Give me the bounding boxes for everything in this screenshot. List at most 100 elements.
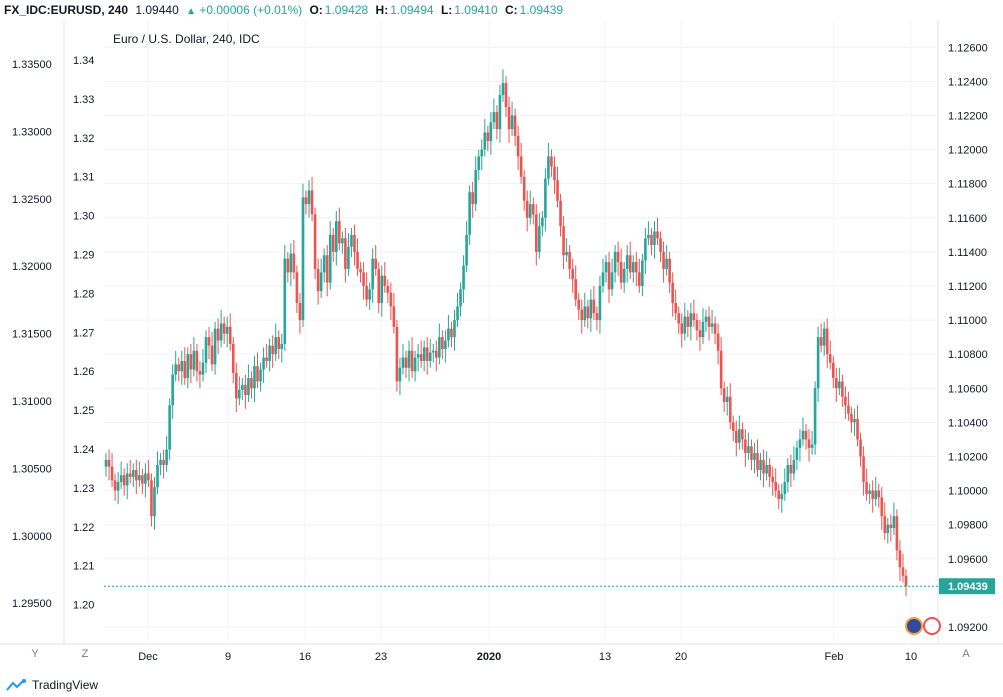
low-value: 1.09410 — [454, 3, 498, 17]
candle — [844, 386, 847, 419]
right-tick-label: 1.11000 — [948, 315, 987, 327]
inner-tick-label: 1.23 — [73, 483, 94, 495]
candle — [610, 258, 614, 297]
candle — [883, 502, 887, 540]
last-price: 1.09440 — [135, 3, 179, 17]
candle — [622, 262, 626, 293]
candle — [756, 439, 759, 477]
right-tick-label: 1.12200 — [948, 110, 988, 122]
candle — [628, 241, 632, 280]
auto-scale-button[interactable]: A — [962, 648, 970, 660]
candle — [828, 340, 832, 370]
change-value: +0.00006 (+0.01%) — [199, 3, 303, 17]
symbol-header: FX_IDC:EURUSD, 240 1.09440 ▲ +0.00006 (+… — [0, 0, 1003, 20]
candle — [510, 101, 514, 136]
candle — [298, 292, 302, 334]
candle — [635, 251, 638, 286]
candle — [162, 449, 165, 479]
candle — [247, 364, 250, 402]
candle — [741, 422, 744, 450]
currency-flag-icons[interactable] — [905, 617, 941, 635]
candle — [413, 350, 417, 382]
candle — [531, 197, 535, 225]
time-tick-label: Feb — [825, 651, 844, 663]
candle — [356, 238, 359, 276]
candle — [898, 540, 902, 581]
candle — [662, 241, 665, 283]
candle — [289, 243, 293, 286]
candle — [719, 337, 723, 396]
candle — [322, 248, 326, 283]
candle — [347, 233, 350, 276]
candle — [613, 245, 617, 283]
z-axis-button[interactable]: Z — [81, 648, 89, 660]
candle — [877, 483, 881, 508]
candle — [489, 112, 493, 155]
y-axis-button[interactable]: Y — [31, 648, 39, 660]
candle — [447, 314, 450, 348]
candle — [453, 309, 456, 351]
candle — [462, 255, 465, 304]
inner-tick-label: 1.27 — [73, 327, 94, 339]
candle — [619, 248, 623, 290]
high-label: H: — [375, 3, 389, 17]
candle — [838, 367, 841, 396]
symbol-label[interactable]: FX_IDC:EURUSD, 240 — [4, 3, 129, 17]
candle — [728, 383, 732, 430]
candle — [468, 185, 471, 246]
candle — [513, 108, 517, 147]
candle — [692, 299, 696, 327]
candle — [156, 451, 159, 494]
candle — [368, 282, 371, 310]
tradingview-text: TradingView — [32, 678, 99, 692]
candle — [580, 299, 584, 334]
candle — [428, 338, 432, 368]
right-tick-label: 1.10200 — [948, 451, 988, 463]
candle — [389, 282, 393, 321]
candle — [135, 459, 138, 494]
candle — [725, 386, 729, 416]
left-tick-label: 1.29500 — [12, 598, 52, 610]
candle — [331, 228, 335, 263]
right-tick-label: 1.10600 — [948, 383, 988, 395]
candle — [516, 125, 520, 171]
candle — [565, 238, 568, 263]
candle — [131, 463, 135, 488]
candle — [762, 449, 765, 488]
candle — [380, 265, 384, 317]
candle — [262, 347, 265, 384]
candle — [371, 248, 374, 304]
candle — [456, 292, 459, 327]
candle — [274, 323, 277, 361]
candle — [465, 221, 468, 273]
candle — [638, 258, 641, 293]
candle — [259, 362, 262, 392]
close-value: 1.09439 — [519, 3, 564, 17]
candle — [641, 253, 644, 297]
candle — [222, 316, 226, 344]
right-tick-label: 1.09800 — [948, 520, 988, 532]
candle — [395, 320, 399, 392]
candle — [235, 362, 238, 413]
candle — [253, 355, 256, 402]
candle — [889, 514, 893, 542]
time-tick-label: 13 — [599, 651, 611, 663]
price-chart[interactable]: 1.33500 1.33000 1.32500 1.32000 1.31500 1.310… — [0, 20, 1003, 672]
right-tick-label: 1.11600 — [948, 213, 987, 225]
eu-flag-icon[interactable] — [905, 617, 923, 635]
inner-tick-label: 1.21 — [73, 561, 94, 573]
inner-tick-label: 1.25 — [73, 405, 94, 417]
candle — [313, 207, 317, 280]
candle — [710, 309, 714, 334]
candle — [856, 405, 859, 447]
candle — [201, 349, 205, 382]
right-tick-label: 1.12600 — [948, 42, 988, 54]
inner-tick-label: 1.26 — [73, 366, 94, 378]
candle — [492, 98, 496, 130]
candle — [674, 289, 677, 321]
tradingview-logo[interactable]: TradingView — [6, 678, 98, 692]
candle — [577, 292, 581, 321]
us-flag-icon[interactable] — [923, 617, 941, 635]
candle — [335, 210, 338, 266]
candle — [595, 306, 599, 331]
